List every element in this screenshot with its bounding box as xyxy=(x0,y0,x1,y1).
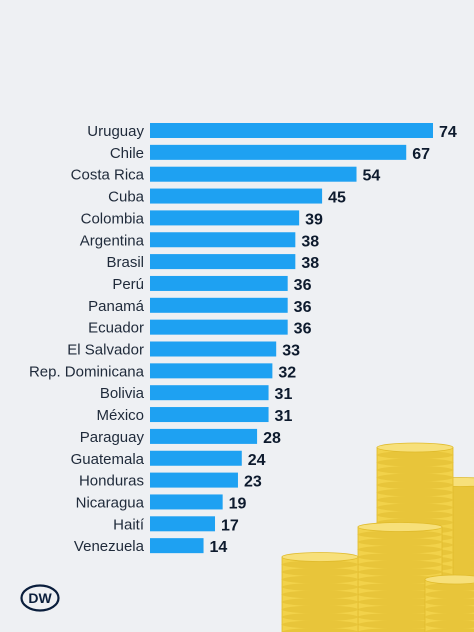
bar xyxy=(150,538,204,554)
category-label: Perú xyxy=(112,276,144,293)
value-label: 39 xyxy=(305,211,323,228)
bar xyxy=(150,363,273,379)
bar xyxy=(150,407,269,423)
category-label: Ecuador xyxy=(88,320,144,337)
bar xyxy=(150,428,258,444)
bar xyxy=(150,472,238,488)
bar xyxy=(150,385,269,401)
category-label: Venezuela xyxy=(74,538,145,555)
category-label: Chile xyxy=(110,145,144,162)
category-label: Nicaragua xyxy=(76,494,145,511)
value-labels: 74 67 54 45 39 38 38 36 36 36 33 32 31 31 28 24 23 19 17 14 xyxy=(210,124,457,556)
bar xyxy=(150,188,323,204)
category-label: Argentina xyxy=(80,232,145,249)
bars-group xyxy=(150,123,433,554)
bar xyxy=(150,494,223,510)
dw-logo-icon: DW xyxy=(20,584,60,612)
bar xyxy=(150,297,288,313)
category-label: Honduras xyxy=(79,473,144,490)
category-labels: Uruguay Chile Costa Rica Cuba Colombia Argent… xyxy=(29,123,145,555)
value-label: 31 xyxy=(275,408,293,425)
value-label: 17 xyxy=(221,517,239,534)
category-label: Bolivia xyxy=(100,385,145,402)
value-label: 36 xyxy=(294,299,312,316)
value-label: 67 xyxy=(412,146,430,163)
bar xyxy=(150,275,288,291)
bar xyxy=(150,254,296,270)
value-label: 28 xyxy=(263,430,281,447)
bar xyxy=(150,123,433,138)
category-label: Uruguay xyxy=(87,123,144,140)
value-label: 33 xyxy=(282,343,300,360)
value-label: 54 xyxy=(363,168,381,185)
category-label: Rep. Dominicana xyxy=(29,363,145,380)
category-label: Brasil xyxy=(106,254,144,271)
value-label: 32 xyxy=(278,364,296,381)
value-label: 38 xyxy=(301,255,319,272)
bar xyxy=(150,144,407,160)
bar xyxy=(150,210,300,226)
category-label: Cuba xyxy=(108,189,145,206)
bar xyxy=(150,341,277,357)
value-label: 31 xyxy=(275,386,293,403)
category-label: México xyxy=(96,407,144,424)
category-label: Costa Rica xyxy=(71,167,145,184)
category-label: Guatemala xyxy=(71,451,145,468)
value-label: 38 xyxy=(301,233,319,250)
value-label: 19 xyxy=(229,495,247,512)
value-label: 74 xyxy=(439,124,457,141)
category-label: Haití xyxy=(113,516,145,533)
value-label: 14 xyxy=(210,539,228,556)
value-label: 23 xyxy=(244,474,262,491)
bar xyxy=(150,450,242,466)
coin-stacks-icon xyxy=(281,442,474,632)
logo-text: DW xyxy=(28,590,52,606)
value-label: 36 xyxy=(294,321,312,338)
category-label: Paraguay xyxy=(80,429,145,446)
category-label: Panamá xyxy=(88,298,145,315)
value-label: 45 xyxy=(328,190,346,207)
bar xyxy=(150,166,357,182)
category-label: El Salvador xyxy=(67,342,144,359)
bar xyxy=(150,319,288,335)
bar xyxy=(150,232,296,248)
category-label: Colombia xyxy=(81,210,145,227)
value-label: 24 xyxy=(248,452,266,469)
value-label: 36 xyxy=(294,277,312,294)
bar xyxy=(150,516,216,532)
